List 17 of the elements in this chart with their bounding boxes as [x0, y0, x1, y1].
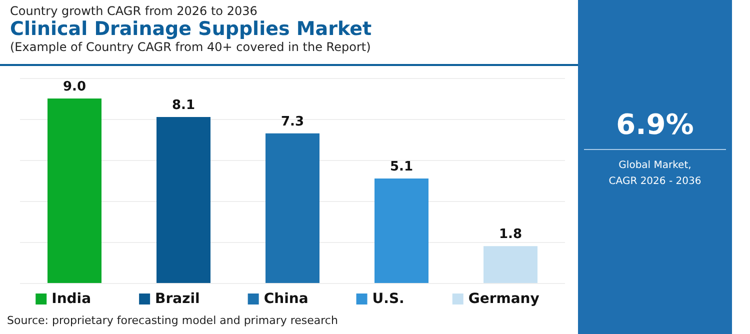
text: 6.9% — [615, 108, 695, 141]
data-label: 7.3 — [280, 114, 304, 130]
legend-label: Brazil — [155, 291, 200, 307]
text: CAGR 2026 - 2036 — [608, 175, 702, 189]
source-note: Source: proprietary forecasting model and primary research — [7, 314, 338, 327]
legend-label: Germany — [468, 291, 540, 307]
data-label: 1.8 — [498, 227, 522, 242]
chart-subtitle: (Example of Country CAGR from 40+ covered in the Report) — [10, 40, 372, 54]
chart-title: Clinical Drainage Supplies Market — [10, 18, 373, 40]
legend-label: U.S. — [372, 291, 404, 307]
legend-label: China — [264, 291, 308, 307]
data-label: 8.1 — [172, 98, 196, 113]
legend-label: India — [52, 291, 92, 307]
data-label: 5.1 — [390, 159, 414, 174]
text: Country growth CAGR from 2026 to 2036 — [10, 4, 258, 18]
text: Global Market, — [618, 159, 692, 173]
data-label: 9.0 — [62, 80, 86, 94]
